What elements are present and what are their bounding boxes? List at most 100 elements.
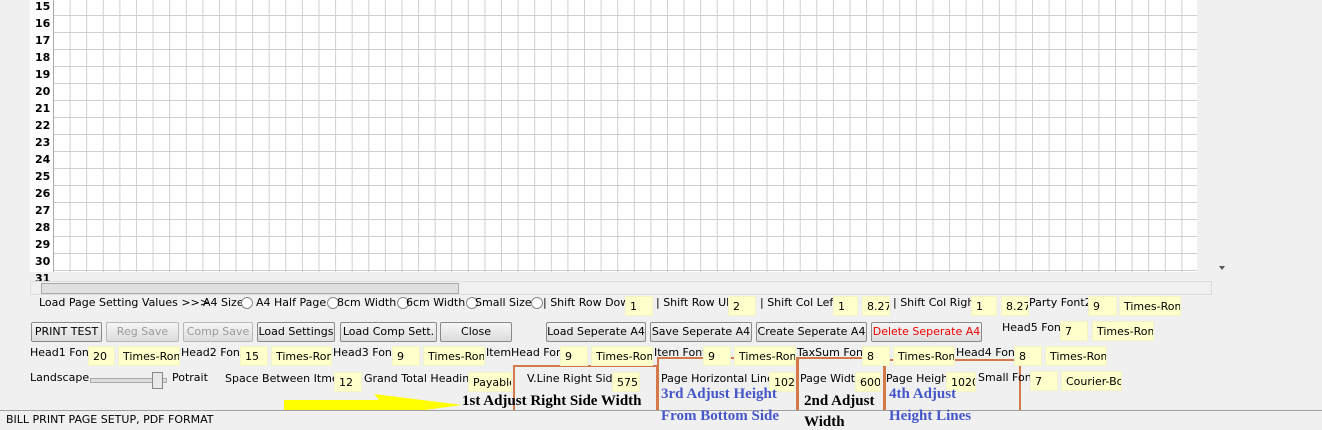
text-field[interactable]: 1 [971, 296, 997, 316]
text-field[interactable]: 1 [833, 296, 858, 316]
text-field[interactable]: 2 [728, 296, 756, 316]
row-number: 30 [35, 255, 51, 268]
text-field[interactable]: 1020 [946, 372, 976, 392]
label: Space Between Itmes: [225, 372, 349, 385]
row-header: 15 16 17 18 19 20 21 22 23 24 25 26 27 28 29 30 31 [30, 0, 54, 285]
scroll-thumb[interactable] [41, 283, 459, 294]
text-field[interactable]: 1 [625, 296, 653, 316]
text-field[interactable]: Times-Roma [1092, 321, 1154, 341]
button[interactable]: Save Seperate A4 [650, 322, 752, 342]
text-field[interactable]: Times-Roma [423, 346, 485, 366]
text-field[interactable]: 8.27 [862, 296, 890, 316]
label: 2nd Adjust [804, 393, 875, 409]
text-field[interactable]: 9 [1088, 296, 1117, 316]
button[interactable]: Create Seperate A4 [756, 322, 867, 342]
text-field[interactable]: Times-Roma [734, 346, 796, 366]
text-field[interactable]: 8 [862, 346, 890, 366]
label: | Shift Row UP: [656, 296, 737, 309]
text-field[interactable]: 8 [1014, 346, 1042, 366]
button[interactable]: Load Seperate A4 [546, 322, 646, 342]
radio-button[interactable] [466, 297, 478, 309]
text-field[interactable]: Times-Roma [893, 346, 955, 366]
label: TaxSum Font [797, 346, 868, 359]
label: Head3 Font [333, 346, 397, 359]
text-field[interactable]: 7 [1030, 371, 1058, 391]
label: 4th Adjust [889, 386, 957, 402]
slider-thumb[interactable] [152, 372, 163, 389]
row-number: 23 [35, 136, 51, 149]
radio-button[interactable] [531, 297, 543, 309]
row-number: 27 [35, 204, 51, 217]
text-field[interactable]: Times-Roma [271, 346, 332, 366]
label: 6cm Width [406, 296, 466, 309]
text-field[interactable]: 12 [334, 372, 362, 392]
text-field[interactable]: Times-Roma [1119, 296, 1181, 316]
text-field[interactable]: 9 [560, 346, 588, 366]
label: Small Size [475, 296, 532, 309]
status-bar [0, 410, 1322, 430]
text-field[interactable]: Times-Roma [1045, 346, 1107, 366]
label: BILL PRINT PAGE SETUP, PDF FORMAT [6, 413, 214, 426]
label: | Shift Row Down: [543, 296, 640, 309]
scroll-arrow[interactable] [1219, 266, 1225, 270]
row-number: 24 [35, 153, 51, 166]
label: Head5 Font [1002, 321, 1066, 334]
label: Load Page Setting Values >>> [39, 296, 209, 309]
text-field[interactable]: Times-Roma [591, 346, 653, 366]
h-scrollbar[interactable] [30, 281, 1212, 295]
label: Small Font [978, 371, 1036, 384]
label: Potrait [172, 371, 208, 384]
label: V.Line Right Side: [527, 372, 623, 385]
button[interactable]: Load Comp Sett. [340, 322, 437, 342]
text-field[interactable]: 9 [703, 346, 731, 366]
text-field[interactable]: 9 [392, 346, 420, 366]
row-number: 18 [35, 51, 51, 64]
orientation-slider[interactable] [90, 378, 167, 383]
label: Height Lines [889, 408, 972, 424]
row-number: 21 [35, 102, 51, 115]
text-field[interactable]: Times-Roma [118, 346, 180, 366]
label: Item Font [654, 346, 707, 359]
label: ItemHead Font [486, 346, 568, 359]
text-field[interactable]: 8.27 [1001, 296, 1029, 316]
label: Head1 Font [30, 346, 94, 359]
button[interactable]: Close [440, 322, 512, 342]
row-number: 29 [35, 238, 51, 251]
label: Landscape [30, 371, 90, 384]
row-number: 22 [35, 119, 51, 132]
row-number: 15 [35, 0, 51, 13]
text-field[interactable]: 15 [240, 346, 268, 366]
text-field[interactable]: Courier-Bold [1061, 371, 1122, 391]
row-number: 20 [35, 85, 51, 98]
row-number: 17 [35, 34, 51, 47]
button[interactable]: PRINT TEST [31, 322, 102, 342]
text-field[interactable]: 102 [769, 372, 795, 392]
text-field[interactable]: 7 [1060, 321, 1088, 341]
label: Grand Total Heading: [364, 372, 480, 385]
radio-button[interactable] [327, 297, 339, 309]
label: From Bottom Side [661, 408, 780, 424]
row-number: 19 [35, 68, 51, 81]
text-field[interactable]: Payable [468, 372, 512, 392]
button[interactable]: Comp Save [183, 322, 253, 342]
label: A4 Half Page [256, 296, 327, 309]
button[interactable]: Delete Seperate A4 [871, 322, 982, 342]
row-number: 16 [35, 17, 51, 30]
row-number: 28 [35, 221, 51, 234]
spreadsheet-grid [30, 0, 1197, 272]
label: | Shift Col Left: [760, 296, 842, 309]
label: Page Horizontal Lines: [661, 372, 784, 385]
button[interactable]: Load Settings [257, 322, 335, 342]
label: Head2 Font [181, 346, 245, 359]
label: | Shift Col Right: [893, 296, 983, 309]
label: Width [804, 414, 845, 430]
button[interactable]: Reg Save [106, 322, 179, 342]
radio-button[interactable] [241, 297, 253, 309]
radio-button[interactable] [397, 297, 409, 309]
text-field[interactable]: 575 [612, 372, 640, 392]
label: Page Width [800, 372, 863, 385]
text-field[interactable]: 20 [88, 346, 115, 366]
text-field[interactable]: 600 [855, 372, 881, 392]
label: Party Font2 [1029, 296, 1092, 309]
